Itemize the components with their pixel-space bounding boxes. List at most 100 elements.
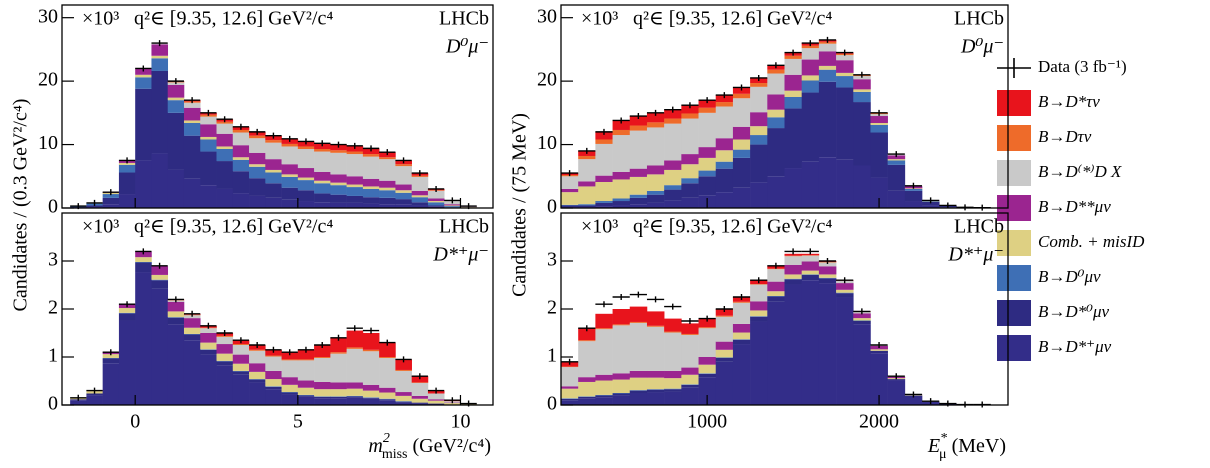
- y-tick-label: 0: [48, 393, 58, 415]
- experiment: LHCb: [954, 216, 1004, 238]
- stack-segment: [732, 339, 751, 345]
- stack-segment: [595, 175, 613, 182]
- stack-segment: [249, 195, 266, 208]
- stack-segment: [427, 393, 445, 400]
- stack-segment: [561, 176, 579, 189]
- data-point: [698, 315, 716, 322]
- stack-segment: [314, 381, 331, 390]
- stack-segment: [281, 199, 299, 208]
- stack-segment: [612, 324, 631, 326]
- stack-segment: [595, 131, 613, 140]
- stack-segment: [715, 315, 734, 317]
- stack-segment: [395, 392, 412, 396]
- stack-segment: [664, 370, 682, 379]
- stack-segment: [427, 399, 445, 401]
- y-tick-label: 30: [38, 5, 58, 27]
- legend-label: B→D*⁰μν: [1038, 302, 1110, 321]
- stack-segment: [578, 205, 596, 208]
- stack-segment: [330, 182, 347, 186]
- stack-segment: [836, 159, 854, 208]
- stack-segment: [314, 151, 331, 172]
- stack-segment: [904, 190, 923, 202]
- stack-segment: [249, 135, 266, 139]
- stack-segment: [427, 205, 445, 207]
- stack-segment: [346, 151, 364, 155]
- sample-label: D*⁺μ⁻: [432, 244, 489, 266]
- stack-segment: [265, 379, 282, 387]
- data-point: [86, 387, 103, 394]
- x-tick-label: 2000: [859, 411, 899, 433]
- stack-segment: [314, 345, 331, 357]
- data-point: [200, 109, 217, 116]
- stack-segment: [836, 76, 854, 88]
- plot-frame: [61, 4, 494, 209]
- data-point: [870, 342, 888, 348]
- stack-segment: [646, 122, 665, 128]
- stack-segment: [249, 152, 266, 165]
- data-point: [281, 349, 298, 356]
- data-point: [330, 334, 347, 341]
- data-point: [395, 356, 412, 363]
- stack-segment: [118, 164, 136, 173]
- stack-segment: [249, 138, 266, 153]
- experiment: LHCb: [439, 8, 489, 30]
- stack-segment: [612, 309, 631, 325]
- data-point: [249, 342, 266, 348]
- stack-segment: [732, 93, 751, 99]
- stack-segment: [330, 202, 347, 208]
- stack-segment: [818, 278, 837, 284]
- legend-marker: [997, 58, 1031, 78]
- stack-segment: [265, 142, 282, 160]
- stack-segment: [887, 159, 906, 161]
- stack-segment: [281, 352, 299, 360]
- stack-segment: [200, 151, 217, 186]
- stack-segment: [427, 201, 445, 203]
- stack-segment: [578, 396, 596, 399]
- stack-segment: [698, 327, 717, 329]
- stack-segment: [265, 197, 282, 208]
- stack-segment: [216, 121, 234, 124]
- data-point: [427, 185, 445, 192]
- stack-segment: [167, 301, 185, 312]
- stack-segment: [200, 185, 217, 208]
- stack-segment: [216, 361, 234, 366]
- stack-segment: [629, 194, 648, 198]
- legend-label: B→D⁰μν: [1038, 267, 1101, 286]
- stack-segment: [664, 185, 682, 190]
- stack-segment: [281, 174, 299, 177]
- stack-segment: [664, 169, 682, 186]
- stack-segment: [330, 194, 347, 203]
- stack-segment: [411, 398, 429, 403]
- stack-segment: [732, 332, 751, 340]
- legend-swatch: [997, 300, 1031, 326]
- stack-segment: [681, 197, 699, 208]
- stack-segment: [86, 395, 103, 405]
- y-axis-label: Candidates / (75 MeV): [509, 113, 531, 297]
- stack-segment: [265, 183, 282, 198]
- stack-segment: [750, 144, 768, 183]
- stack-segment: [561, 400, 579, 405]
- stack-segment: [314, 149, 331, 152]
- stack-segment: [346, 347, 364, 349]
- data-point: [818, 258, 837, 264]
- stack-segment: [346, 388, 364, 396]
- stack-segment: [561, 367, 579, 387]
- data-point: [200, 322, 217, 329]
- stack-segment: [801, 270, 820, 275]
- stack-segment: [715, 309, 734, 316]
- data-point: [86, 199, 103, 206]
- stack-segment: [151, 70, 169, 154]
- stack-segment: [249, 379, 266, 383]
- stack-segment: [750, 310, 768, 317]
- stack-segment: [232, 157, 250, 160]
- data-point: [118, 301, 136, 308]
- stack-segment: [118, 172, 136, 195]
- stack-segment: [70, 400, 87, 405]
- stack-segment: [362, 203, 380, 208]
- y-tick-label: 10: [537, 132, 557, 154]
- stack-segment: [646, 112, 665, 123]
- stack-segment: [444, 205, 461, 207]
- stack-segment: [578, 381, 596, 397]
- stack-segment: [216, 149, 234, 162]
- stack-segment: [362, 186, 380, 189]
